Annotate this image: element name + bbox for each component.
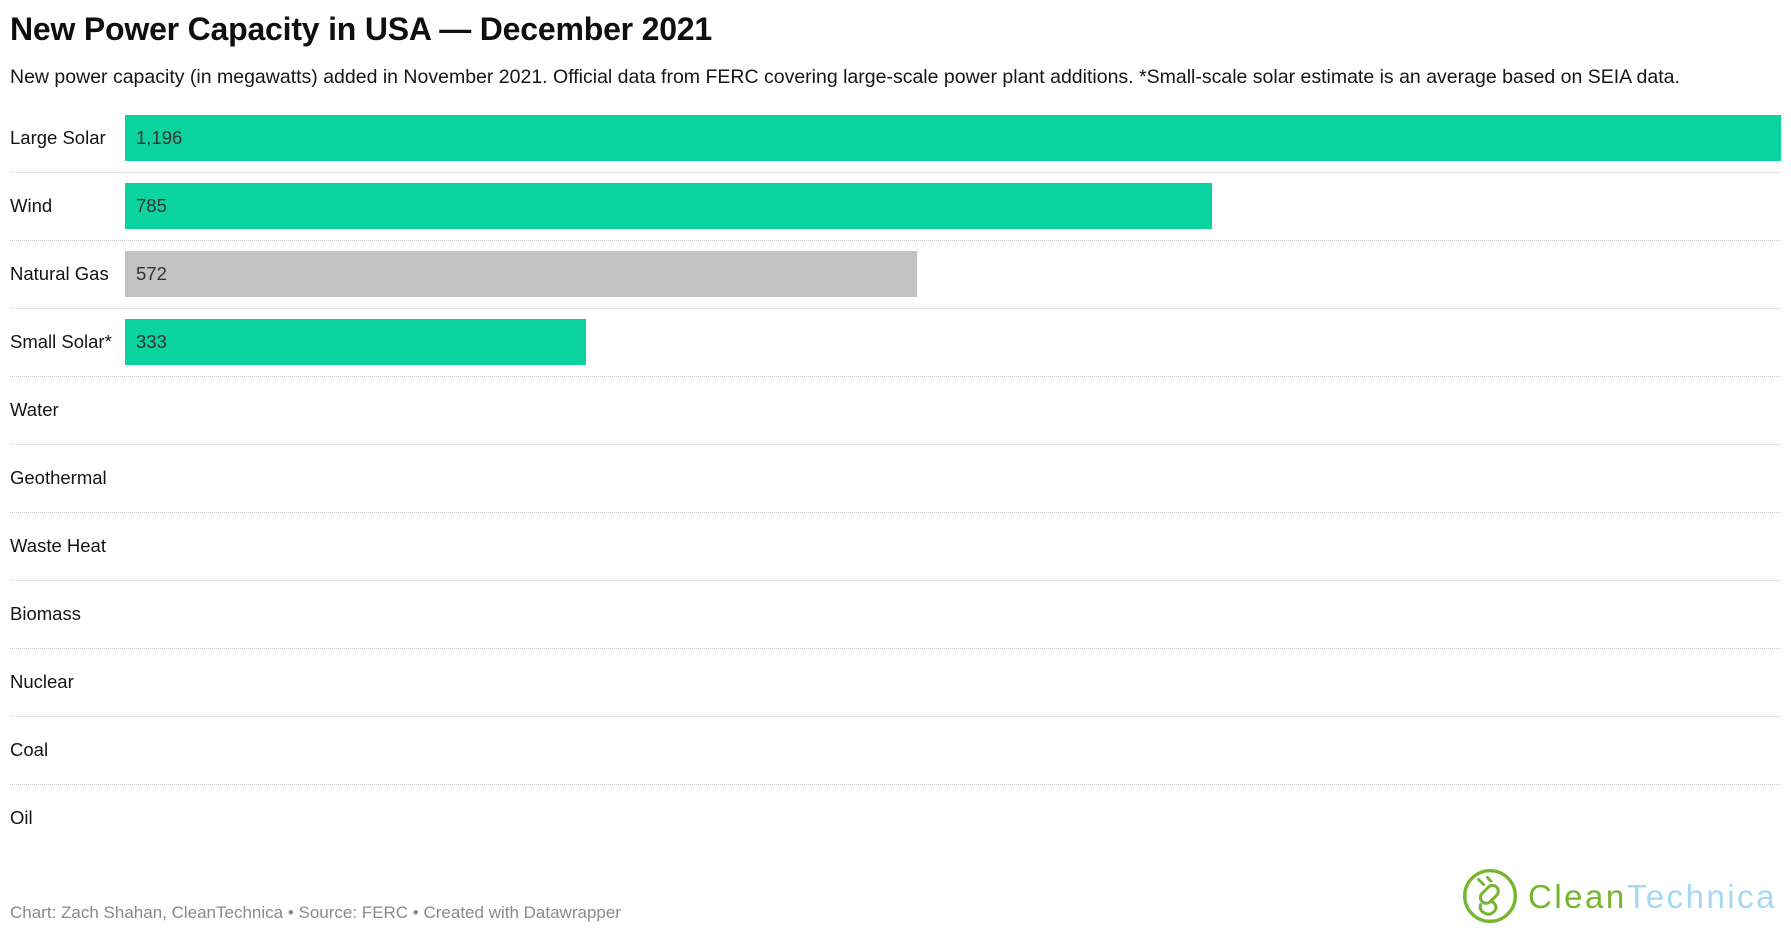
bar-value-label: 333	[136, 331, 167, 353]
logo-text-clean: Clean	[1528, 877, 1627, 915]
page-title: New Power Capacity in USA — December 202…	[10, 11, 713, 47]
chart-row: Coal	[10, 717, 1781, 785]
category-label: Oil	[10, 807, 33, 829]
bar: 333	[125, 319, 587, 366]
chart-row: Oil	[10, 785, 1781, 852]
bar-track	[125, 455, 1781, 501]
bar-track: 333	[125, 319, 1781, 366]
chart-row: Geothermal	[10, 445, 1781, 513]
category-label: Waste Heat	[10, 535, 106, 557]
category-label: Water	[10, 399, 59, 421]
chart-row: Large Solar 1,196	[10, 105, 1781, 173]
bar-value-label: 572	[136, 263, 167, 285]
category-label: Nuclear	[10, 671, 74, 693]
bar: 1,196	[125, 115, 1781, 162]
chart-row: Waste Heat	[10, 513, 1781, 581]
chart-row: Biomass	[10, 581, 1781, 649]
category-label: Natural Gas	[10, 263, 109, 285]
bar-track	[125, 727, 1781, 773]
chart-row: Wind 785	[10, 173, 1781, 241]
bar-track	[125, 523, 1781, 569]
category-label: Small Solar*	[10, 331, 112, 353]
category-label: Geothermal	[10, 467, 107, 489]
bar-value-label: 1,196	[136, 127, 183, 149]
bar: 785	[125, 183, 1212, 230]
category-label: Large Solar	[10, 127, 106, 149]
logo-text-technica: Technica	[1626, 877, 1777, 915]
chart-row: Natural Gas 572	[10, 241, 1781, 309]
plug-leaf-logo-icon	[1463, 869, 1518, 923]
chart-row: Small Solar* 333	[10, 309, 1781, 377]
chart-attribution: Chart: Zach Shahan, CleanTechnica • Sour…	[10, 903, 621, 922]
bar-track	[125, 387, 1781, 433]
bar-track	[125, 795, 1781, 841]
cleantechnica-logo: CleanTechnica	[1461, 867, 1777, 925]
bar-value-label: 785	[136, 195, 167, 217]
chart-subtitle: New power capacity (in megawatts) added …	[10, 66, 1680, 89]
bar: 572	[125, 251, 918, 298]
category-label: Wind	[10, 195, 53, 217]
logo-wordmark: CleanTechnica	[1528, 880, 1777, 913]
bar-track	[125, 591, 1781, 637]
bar-track: 785	[125, 183, 1781, 230]
chart-footer: Chart: Zach Shahan, CleanTechnica • Sour…	[10, 852, 1781, 935]
chart-row: Water	[10, 377, 1781, 445]
chart-row: Nuclear	[10, 649, 1781, 717]
category-label: Biomass	[10, 603, 81, 625]
bar-track	[125, 659, 1781, 705]
bar-chart: Large Solar 1,196 Wind 785 Natural Gas 572 Sma…	[10, 105, 1781, 852]
bar-track: 1,196	[125, 115, 1781, 162]
category-label: Coal	[10, 739, 49, 761]
bar-track: 572	[125, 251, 1781, 298]
